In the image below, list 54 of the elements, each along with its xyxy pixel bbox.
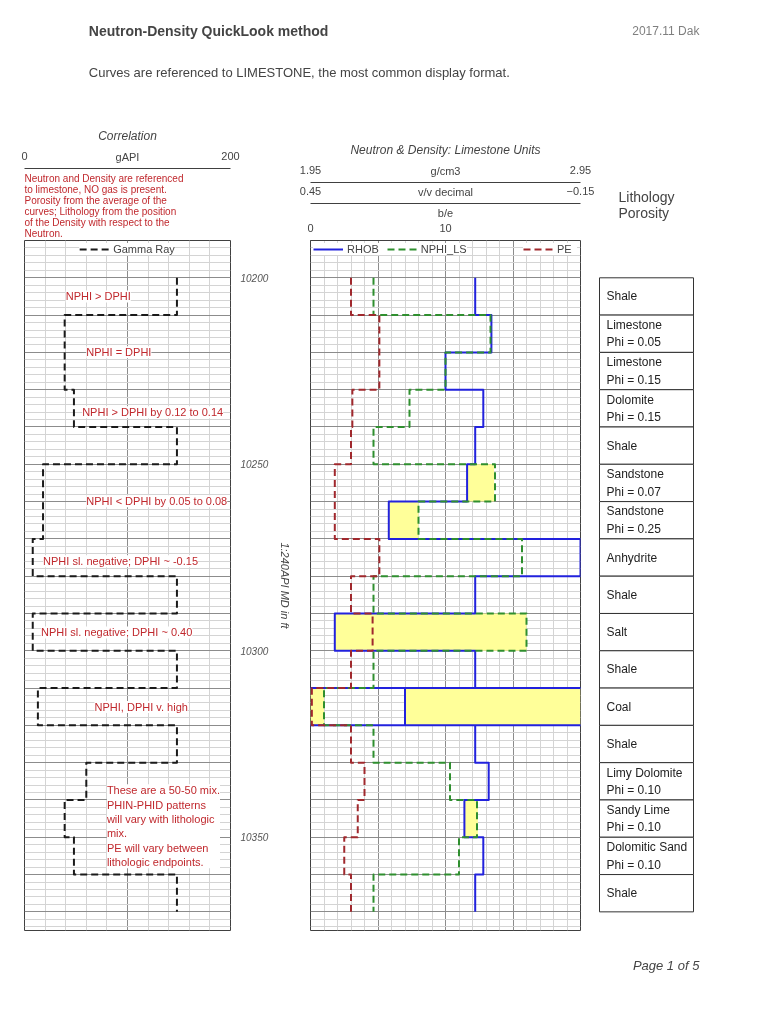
text: Page 1 of 5 (632, 958, 701, 973)
text: Sandstone Phi = 0.07 (606, 467, 665, 499)
annotation: NPHI > DPHI by 0.12 to 0.14 (82, 406, 224, 419)
x-tick-label: 0 (21, 149, 28, 162)
y-tick-label: 10300 (240, 645, 269, 657)
text: Sandstone Phi = 0.25 (606, 504, 665, 536)
text: Lithology Porosity (618, 188, 675, 221)
annotation: NPHI > DPHI (65, 290, 131, 303)
x-tick-label: 200 (221, 149, 240, 162)
text: Limestone Phi = 0.15 (606, 355, 663, 387)
text: Shale (606, 662, 638, 677)
annotation: NPHI, DPHI v. high (94, 700, 188, 713)
text: Salt (606, 625, 628, 640)
x-tick-label: 10 (439, 221, 452, 234)
text: Dolomitic Sand Phi = 0.10 (606, 840, 688, 872)
annotation: NPHI sl. negative; DPHI ~ -0.15 (43, 555, 199, 568)
text: Shale (606, 737, 638, 752)
text: Sandy Lime Phi = 0.10 (606, 802, 671, 835)
annotation: NPHI sl. negative; DPHI ~ 0.40 (40, 626, 193, 639)
legend-label: Gamma Ray (113, 243, 175, 255)
annotation: These are a 50-50 mix. PHIN-PHID patterns will vary with lithologic mix. PE will vary between lithologic endpoints. (105, 784, 221, 869)
text: 2017.11 Dak (632, 24, 701, 39)
x2-tick-label: −0.15 (566, 184, 595, 197)
legend-label: PE (557, 243, 573, 255)
x-axis-title: gAPI (115, 150, 140, 163)
text: Limestone Phi = 0.05 (606, 317, 663, 350)
x-tick-label: 0 (307, 221, 314, 234)
text: Neutron and Density are referenced to limestone, NO gas is present. Porosity from the average of the curves; Lithology from the position of the Density with respect to the Neutron. (24, 172, 184, 239)
legend-label: RHOB (347, 243, 379, 255)
legend-label: NPHI_LS (420, 243, 467, 255)
y-tick-label: 10200 (240, 272, 269, 284)
text: Neutron-Density QuickLook method (88, 23, 329, 40)
chart-title: Neutron & Density: Limestone Units (350, 142, 541, 157)
text: Anhydrite (606, 550, 658, 565)
x-axis-title: b/e (437, 206, 454, 219)
text: Curves are referenced to LIMESTONE, the most common display format. (88, 65, 510, 80)
annotation: NPHI = DPHI (86, 346, 152, 359)
y-tick-label: 10350 (240, 832, 269, 844)
text: Shale (606, 886, 638, 901)
x-axis-title: g/cm3 (430, 164, 461, 177)
chart-title: Correlation (98, 128, 158, 143)
x-tick-label: 2.95 (569, 163, 592, 176)
x2-tick-label: 0.45 (299, 184, 322, 197)
x-tick-label: 1.95 (299, 163, 322, 176)
y-axis-title: 1:240API MD in ft (279, 542, 292, 630)
text: Shale (606, 289, 638, 304)
text: Dolomite Phi = 0.15 (606, 392, 662, 425)
annotation: NPHI < DPHI by 0.05 to 0.08 (86, 495, 228, 508)
text: Coal (606, 699, 632, 714)
x2-axis-title: v/v decimal (417, 185, 474, 198)
text: Shale (606, 587, 638, 602)
y-tick-label: 10250 (240, 459, 269, 471)
text: Shale (606, 438, 638, 453)
text: Limy Dolomite Phi = 0.10 (606, 765, 683, 798)
